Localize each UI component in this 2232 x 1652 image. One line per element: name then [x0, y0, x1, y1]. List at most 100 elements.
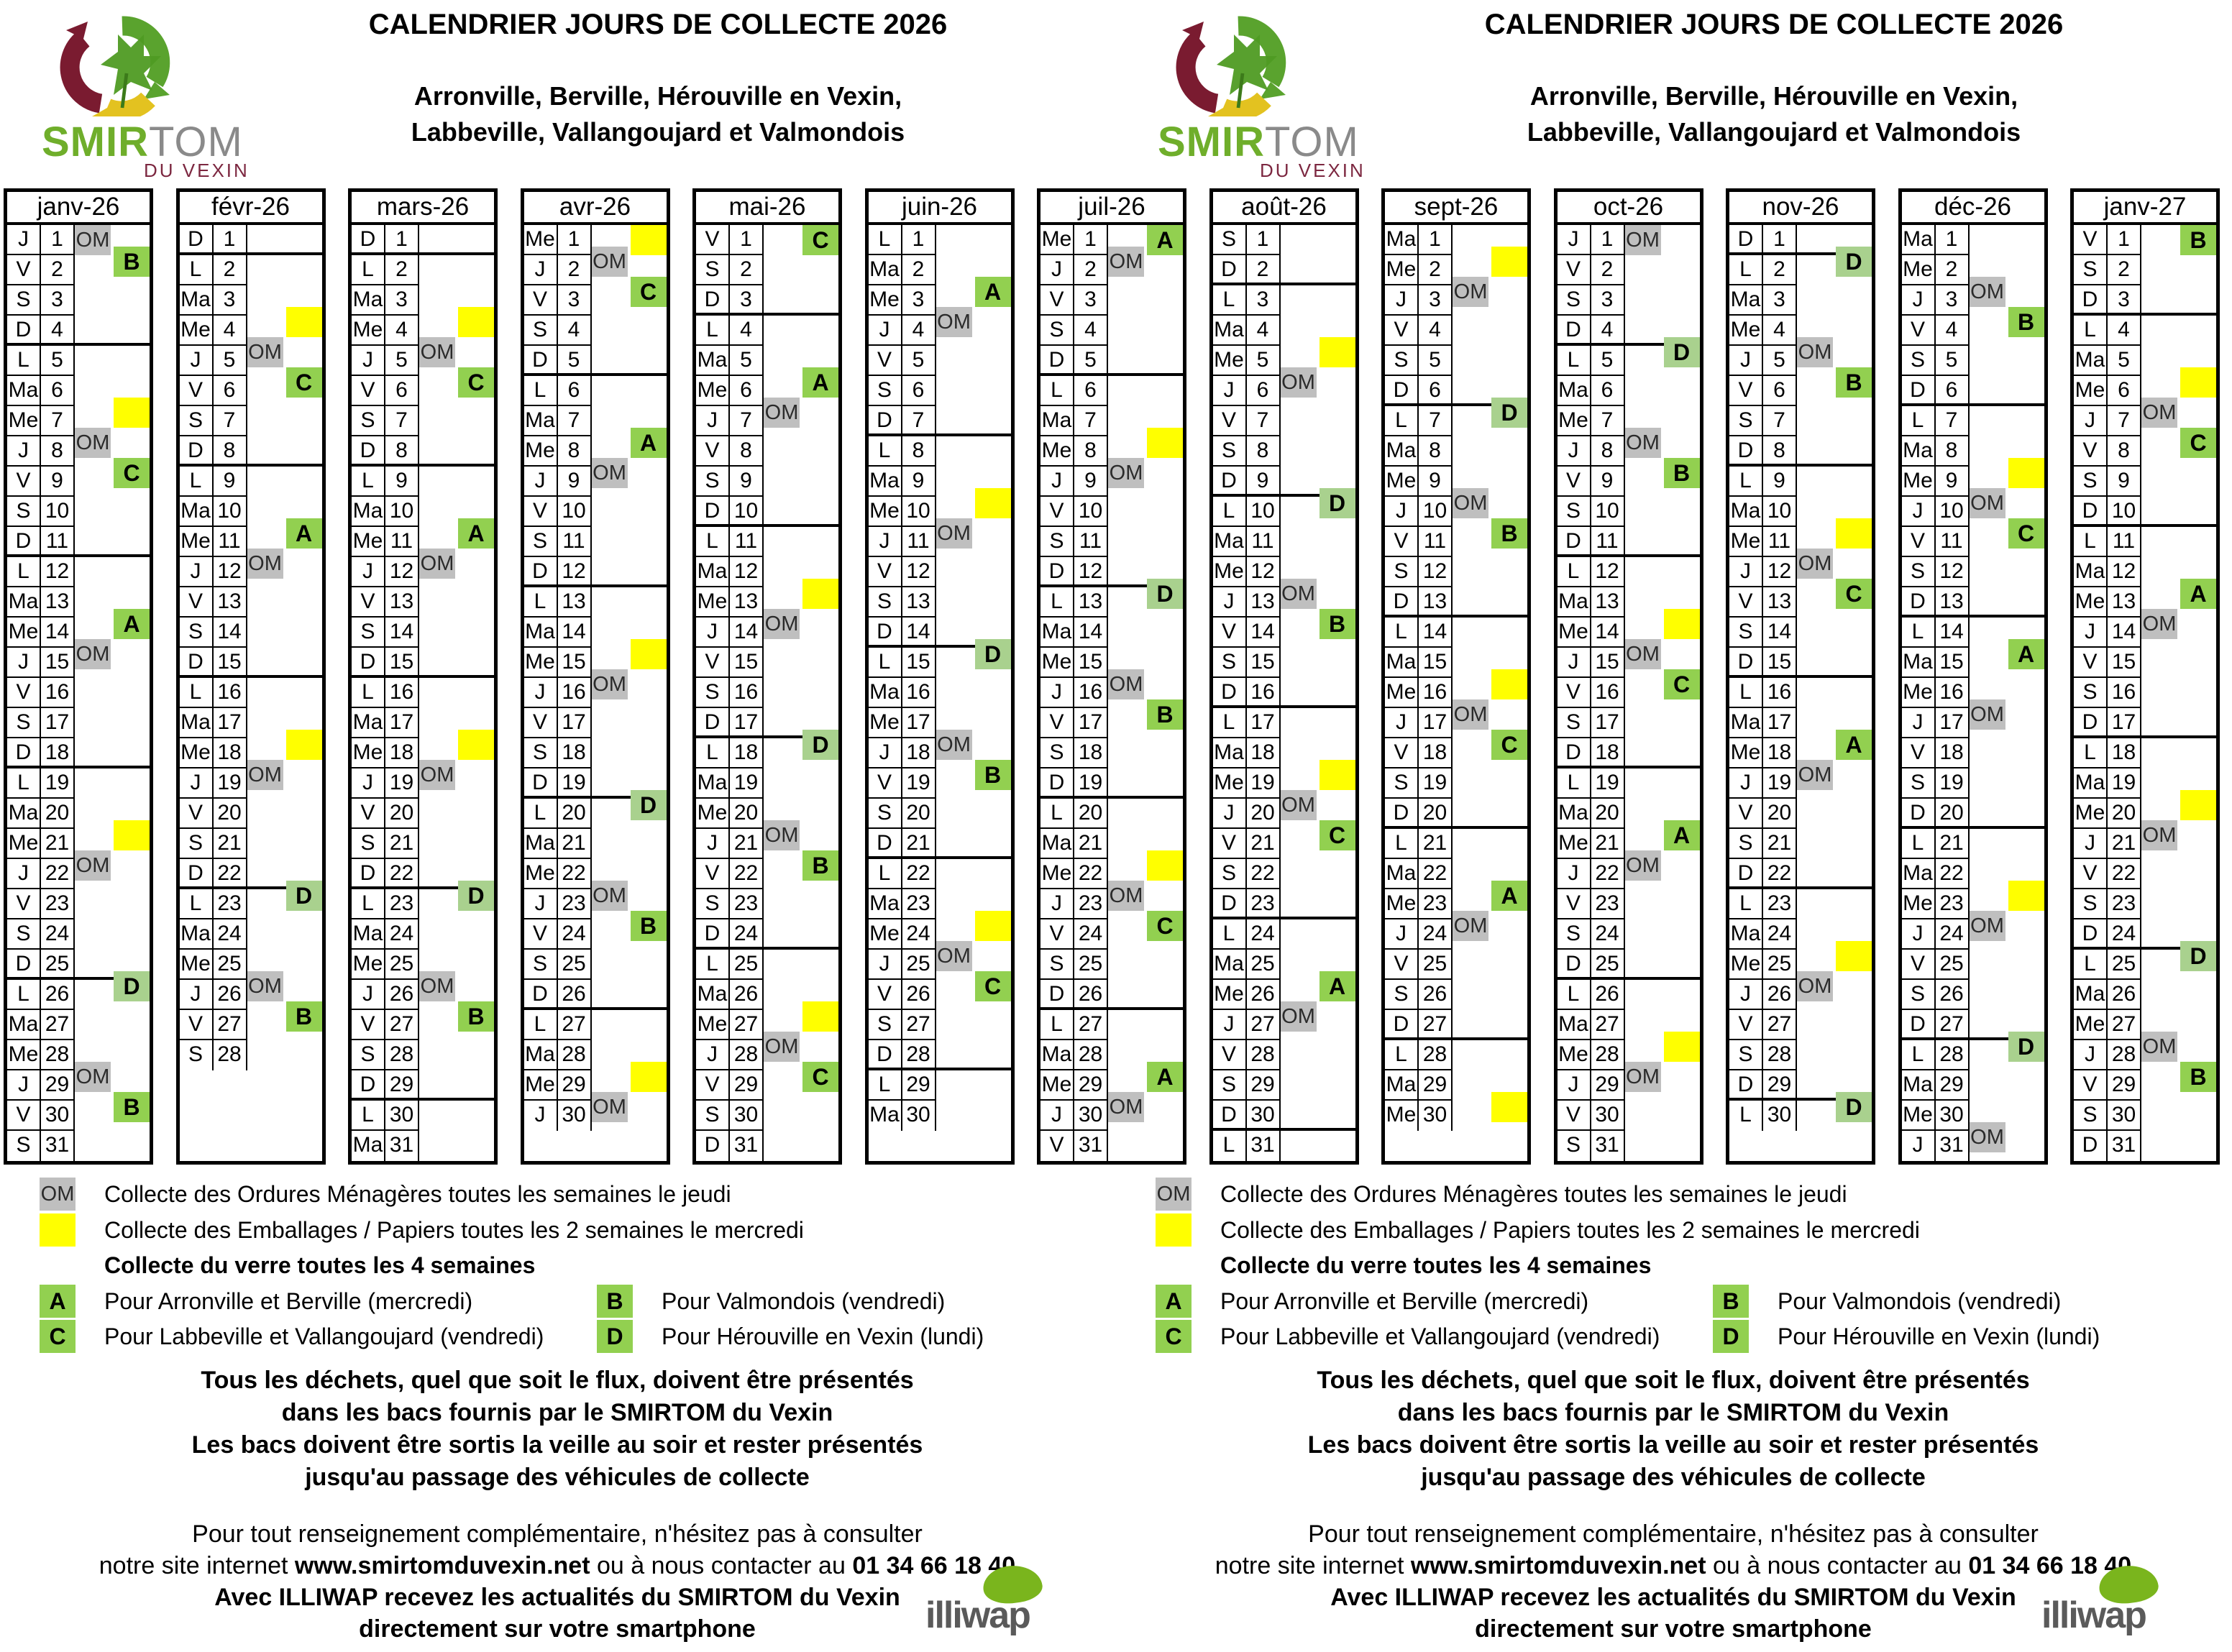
glass-marker-b: B	[802, 850, 838, 881]
day-number-cell: 11	[2108, 527, 2141, 557]
day-number-cell: 7	[1763, 406, 1797, 436]
weekday-cell: J	[179, 768, 214, 799]
day-number-cell: 14	[902, 618, 936, 645]
day-number-cell: 28	[2108, 1040, 2141, 1070]
weekday-cell: J	[1212, 587, 1247, 618]
weekday-cell: L	[1729, 467, 1763, 497]
weekday-cell: Me	[1212, 346, 1247, 376]
weekday-cell: V	[1385, 527, 1419, 557]
day-number-cell: 27	[2108, 1010, 2141, 1040]
day-number-cell: 21	[1763, 829, 1797, 859]
day-number-cell: 17	[1246, 708, 1281, 738]
day-row: Me 8	[1040, 428, 1183, 467]
weekday-cell: S	[868, 1010, 902, 1040]
day-row: D 12	[1040, 557, 1183, 587]
day-row: S 10	[1557, 497, 1700, 527]
day-number-cell: 18	[1074, 738, 1108, 768]
marker-cell	[247, 799, 322, 829]
day-row: V 13 C	[1729, 579, 1872, 618]
day-row: Ma 17	[179, 708, 322, 738]
glass-marker-c: C	[1491, 730, 1527, 760]
footer-bold-line1: Tous les déchets, quel que soit le flux,…	[1317, 1367, 2030, 1394]
recycle-arrows-leaf-icon	[60, 16, 170, 116]
glass-marker-a: A	[974, 277, 1011, 307]
day-row: S 14	[179, 618, 322, 648]
day-number-cell: 8	[1419, 436, 1453, 467]
day-number-cell: 12	[730, 557, 764, 587]
marker-cell	[592, 980, 667, 1007]
day-row: L 28 D	[1901, 1032, 2044, 1070]
om-marker: OM	[419, 337, 455, 367]
day-row: J 14 OM	[2074, 609, 2216, 648]
marker-cell	[75, 919, 150, 950]
day-number-cell: 10	[1591, 497, 1625, 527]
weekday-cell: Me	[2074, 587, 2108, 618]
om-marker: OM	[75, 225, 111, 255]
day-number-cell: 21	[385, 829, 419, 859]
weekday-cell: V	[2074, 648, 2108, 678]
glass-marker-a: A	[114, 609, 150, 639]
day-number-cell: 1	[1074, 225, 1108, 255]
legend-a-text: Pour Arronville et Berville (mercredi)	[1220, 1288, 1589, 1314]
day-number-cell: 20	[41, 799, 75, 829]
weekday-cell: Ma	[523, 1040, 558, 1070]
marker-cell	[1797, 285, 1872, 316]
day-row: V 20	[1729, 799, 1872, 829]
day-number-cell: 23	[1763, 889, 1797, 919]
weekday-cell: Ma	[696, 346, 730, 376]
marker-cell	[1453, 346, 1527, 376]
weekday-cell: D	[7, 316, 41, 343]
marker-cell	[2141, 708, 2216, 735]
marker-cell	[1281, 436, 1355, 467]
marker-cell: OM	[1797, 549, 1872, 587]
weekday-cell: Ma	[696, 768, 730, 799]
smirtom-logo: SMIRTOM DU VEXIN	[36, 9, 280, 181]
weekday-cell: D	[1385, 376, 1419, 403]
glass-marker-a: A	[1319, 971, 1355, 1001]
weekday-cell: V	[7, 889, 41, 919]
marker-cell	[1281, 1131, 1355, 1161]
day-number-cell: 7	[1419, 406, 1453, 436]
day-number-cell: 17	[902, 708, 936, 738]
day-row: L 23 D	[352, 881, 494, 919]
day-number-cell: 24	[557, 919, 592, 950]
marker-cell	[936, 859, 1011, 889]
weekday-cell: D	[2074, 1131, 2108, 1161]
weekday-cell: D	[869, 1040, 902, 1068]
weekday-cell: Me	[2074, 1010, 2108, 1040]
brand-du-vexin: DU VEXIN	[144, 160, 250, 181]
day-row: Ma 23	[868, 889, 1011, 919]
day-number-cell: 12	[385, 557, 419, 587]
weekday-cell: V	[1901, 738, 1936, 768]
om-marker: OM	[591, 669, 628, 699]
marker-cell	[1108, 799, 1183, 829]
day-number-cell: 4	[902, 316, 936, 346]
day-row: D 10	[696, 497, 838, 527]
day-row: Me 15	[523, 639, 667, 678]
day-row: L 13 D	[1040, 579, 1183, 618]
day-row: Ma 5	[696, 346, 838, 376]
day-number-cell: 24	[1074, 919, 1108, 950]
weekday-cell: J	[868, 738, 902, 768]
day-number-cell: 3	[902, 285, 936, 316]
day-number-cell: 8	[730, 436, 764, 467]
weekday-cell: V	[179, 376, 214, 406]
weekday-cell: J	[1212, 799, 1247, 829]
weekday-cell: D	[1902, 799, 1936, 826]
weekday-cell: Me	[868, 285, 902, 316]
legend-paper-text: Collecte des Emballages / Papiers toutes…	[104, 1216, 804, 1243]
marker-cell	[1453, 799, 1527, 826]
day-row: J 20 OM	[1212, 790, 1355, 829]
day-row: D 11	[1557, 527, 1700, 557]
illiwap-logo: illiwap	[925, 1561, 1048, 1641]
day-number-cell: 25	[557, 950, 592, 980]
weekday-cell: J	[1902, 1131, 1936, 1161]
weekday-cell: J	[1385, 285, 1419, 316]
day-row: V 27 B	[179, 1001, 322, 1040]
day-row: D 29	[1729, 1070, 1872, 1101]
marker-cell	[75, 738, 150, 766]
